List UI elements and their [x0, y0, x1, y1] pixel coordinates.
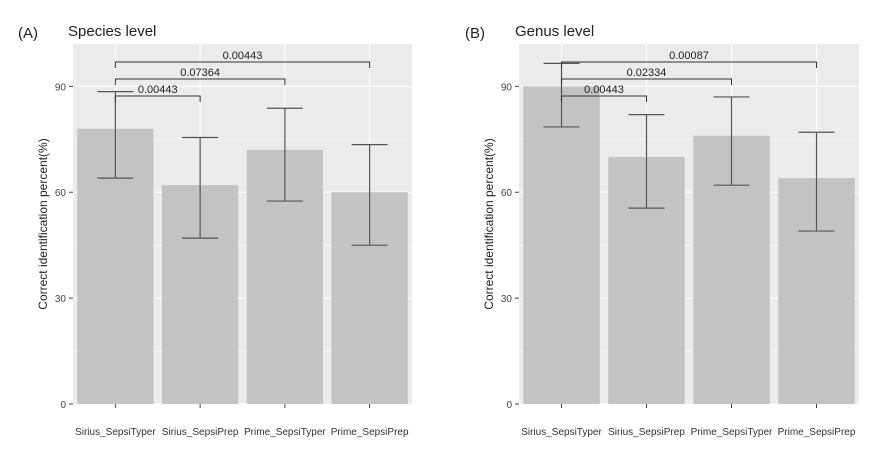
- p-value-label: 0.00443: [223, 50, 263, 62]
- significance-bracket: 0.07364: [114, 67, 286, 85]
- p-value-label: 0.00443: [138, 84, 178, 96]
- error-bar: [798, 131, 835, 232]
- chart-title: Species level: [68, 23, 156, 40]
- bracket-line: [561, 95, 647, 102]
- significance-bracket: 0.00443: [114, 50, 371, 68]
- y-axis-title: Correct identification percent(%): [482, 138, 496, 309]
- error-bar: [713, 96, 750, 186]
- x-tick-label: Sirius_SepsiPrep: [608, 427, 685, 438]
- x-tick-label: Prime_SepsiPrep: [778, 427, 856, 438]
- error-bar: [182, 136, 219, 239]
- bracket-line: [114, 95, 201, 102]
- y-tick-label: 60: [501, 188, 513, 199]
- x-tick-label: Sirius_SepsiTyper: [521, 427, 602, 438]
- error-bar: [351, 143, 388, 246]
- x-tick-label: Sirius_SepsiTyper: [75, 427, 156, 438]
- bracket-line: [114, 61, 371, 68]
- x-tick-label: Prime_SepsiTyper: [244, 427, 326, 438]
- panel-label: (B): [465, 25, 485, 42]
- significance-bracket: 0.00443: [114, 84, 201, 102]
- bracket-line: [561, 78, 732, 85]
- panel-label: (A): [18, 25, 38, 42]
- significance-bracket: 0.00087: [561, 50, 817, 68]
- x-tick-label: Prime_SepsiTyper: [691, 427, 773, 438]
- y-tick-label: 60: [55, 188, 67, 199]
- y-tick-label: 90: [501, 82, 513, 93]
- y-tick-label: 90: [55, 82, 67, 93]
- p-value-label: 0.02334: [627, 67, 667, 79]
- x-tick-label: Prime_SepsiPrep: [331, 427, 409, 438]
- bracket-line: [561, 61, 817, 68]
- error-bar: [97, 91, 134, 179]
- x-tick-label: Sirius_SepsiPrep: [162, 427, 239, 438]
- y-axis-title: Correct identification percent(%): [36, 138, 50, 309]
- bar-sirius-sepsityper: [523, 86, 600, 405]
- significance-bracket: 0.02334: [561, 67, 732, 85]
- p-value-label: 0.07364: [180, 67, 220, 79]
- significance-bracket: 0.00443: [561, 84, 647, 102]
- p-value-label: 0.00087: [669, 50, 709, 62]
- y-tick-label: 30: [501, 294, 513, 305]
- y-tick-label: 0: [60, 400, 66, 411]
- bracket-line: [114, 78, 286, 85]
- y-tick-label: 0: [506, 400, 512, 411]
- error-bar: [266, 107, 303, 202]
- error-bar: [628, 113, 665, 209]
- y-tick-label: 30: [55, 294, 67, 305]
- p-value-label: 0.00443: [584, 84, 624, 96]
- chart-title: Genus level: [515, 23, 594, 40]
